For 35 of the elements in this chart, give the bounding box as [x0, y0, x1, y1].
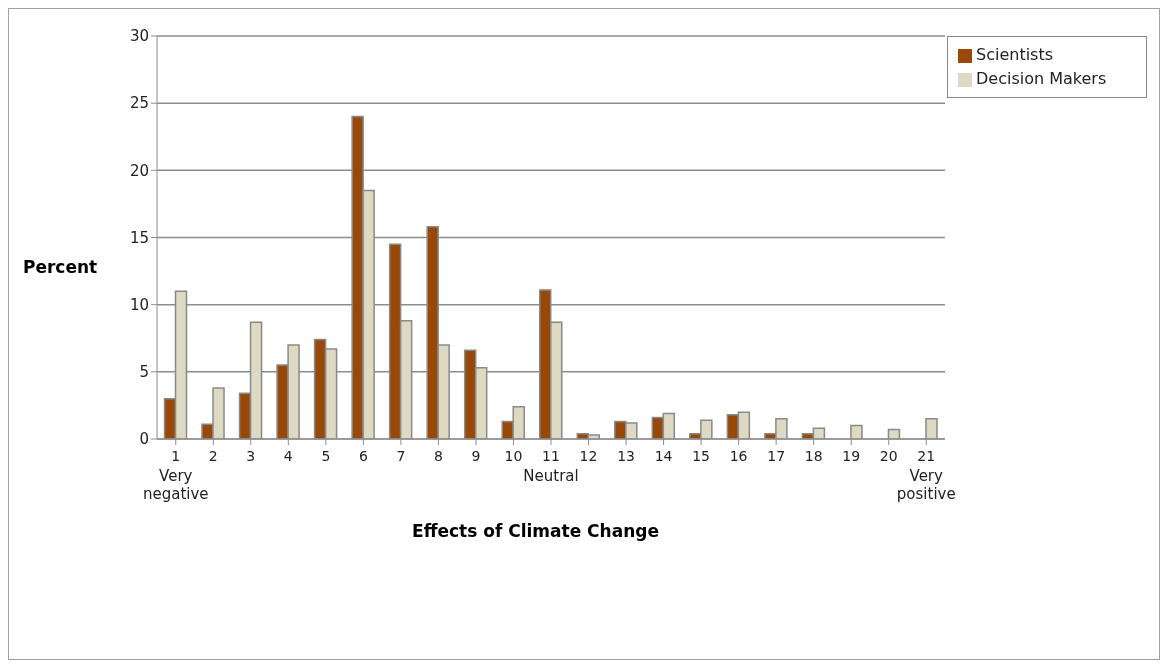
x-tick-label: 20 — [879, 448, 898, 464]
y-axis-title: Percent — [23, 257, 98, 277]
x-tick-label: 14 — [654, 448, 673, 464]
y-tick-label: 25 — [129, 94, 149, 113]
x-tick-label: 13 — [617, 448, 635, 464]
x-tick-label: 18 — [804, 448, 823, 464]
y-tick-label: 5 — [139, 363, 149, 382]
x-tick-label: 11 — [542, 448, 560, 464]
y-tick-label: 10 — [129, 295, 149, 314]
x-tick-label: 5 — [321, 448, 331, 464]
y-tick-label: 15 — [129, 228, 149, 247]
y-tick-label: 30 — [129, 27, 149, 46]
x-axis-title: Effects of Climate Change — [411, 521, 660, 541]
x-tick-label: 12 — [579, 448, 598, 464]
y-tick-label: 20 — [129, 161, 149, 180]
x-tick-label: 16 — [729, 448, 748, 464]
x-tick-label: 9 — [471, 448, 481, 464]
text: Neutral — [523, 467, 579, 485]
x-tick-label: 8 — [433, 448, 443, 464]
x-tick-label: 4 — [283, 448, 293, 464]
x-tick-label: 19 — [842, 448, 861, 464]
x-tick-label: 21 — [917, 448, 936, 464]
legend-label: Scientists — [976, 45, 1054, 64]
x-tick-label: 10 — [504, 448, 523, 464]
x-tick-label: 7 — [396, 448, 406, 464]
text: Very negative — [142, 467, 209, 503]
x-tick-label: 6 — [358, 448, 368, 464]
text: Very positive — [896, 467, 956, 503]
x-tick-label: 17 — [767, 448, 786, 464]
x-tick-label: 1 — [171, 448, 181, 464]
legend-label: Decision Makers — [976, 69, 1107, 88]
x-tick-label: 3 — [246, 448, 256, 464]
y-tick-label: 0 — [139, 430, 149, 449]
x-tick-label: 2 — [208, 448, 218, 464]
x-tick-label: 15 — [692, 448, 711, 464]
